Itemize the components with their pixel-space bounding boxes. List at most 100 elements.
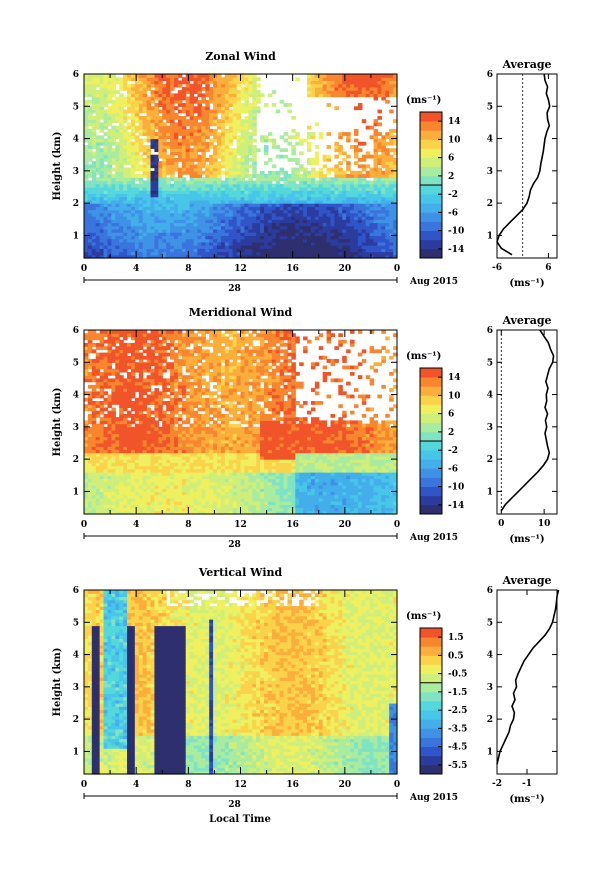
heatmap-cell [267,186,273,191]
heatmap-cell [217,196,222,201]
heatmap-cell [123,190,128,195]
heatmap-cell [134,112,140,117]
heatmap-cell [365,228,371,233]
heatmap-cell [217,245,222,249]
heatmap-cell [130,235,136,240]
heatmap-cell [326,193,332,198]
heatmap-cell [232,74,238,78]
heatmap-cell [385,212,390,217]
heatmap-cell [248,151,253,156]
heatmap-cell [295,167,300,172]
heatmap-cell [193,170,199,175]
heatmap-cell [283,238,289,243]
heatmap-cell [373,135,379,140]
heatmap-cell [267,248,273,253]
heatmap-cell [87,190,93,195]
heatmap-cell [236,248,242,253]
heatmap-cell [267,212,273,217]
heatmap-cell [142,93,148,98]
heatmap-cell [115,219,120,224]
heatmap-cell [267,174,273,178]
heatmap-cell [381,77,386,82]
heatmap-cell [193,141,199,146]
heatmap-cell [361,222,367,227]
heatmap-cell [170,222,175,227]
heatmap-cell [138,222,144,227]
heatmap-cell [232,99,238,104]
heatmap-cell [275,170,281,175]
heatmap-cell [138,167,144,172]
heatmap-cell [91,206,97,211]
heatmap-cell [248,135,253,140]
heatmap-cell [236,167,242,172]
heatmap-cell [377,186,382,191]
heatmap-cell [201,112,206,117]
heatmap-cell [357,180,363,185]
heatmap-cell [228,186,234,191]
heatmap-cell [381,190,386,195]
heatmap-cell [170,151,175,156]
heatmap-cell [334,232,339,237]
heatmap-cell [252,138,257,143]
heatmap-cell [91,164,97,169]
heatmap-cell [220,80,226,85]
heatmap-cell [209,164,214,169]
heatmap-cell [201,115,206,120]
heatmap-cell [209,219,214,224]
heatmap-cell [177,128,183,133]
heatmap-cell [130,77,136,82]
heatmap-cell [228,128,234,133]
heatmap-cell [322,232,328,237]
heatmap-cell [150,251,156,256]
heatmap-cell [134,125,140,130]
heatmap-cell [197,103,202,107]
heatmap-cell [365,196,371,201]
heatmap-cell [166,232,171,237]
heatmap-cell [361,219,367,224]
heatmap-cell [244,151,249,156]
heatmap-cell [115,157,120,162]
heatmap-cell [240,135,246,140]
heatmap-cell [115,80,120,85]
heatmap-cell [99,216,105,220]
heatmap-cell [162,167,167,172]
heatmap-cell [111,203,116,207]
heatmap-cell [181,148,187,153]
heatmap-cell [213,228,218,233]
heatmap-cell [373,157,379,162]
heatmap-cell [146,180,152,185]
heatmap-cell [318,251,324,256]
heatmap-cell [162,125,167,130]
heatmap-cell [185,99,191,104]
heatmap-cell [240,161,246,165]
heatmap-cell [240,216,246,220]
heatmap-cell [236,96,242,101]
heatmap-cell [271,186,277,191]
heatmap-cell [263,174,269,178]
heatmap-cell [189,161,195,165]
heatmap-cell [389,248,394,253]
heatmap-cell [189,225,195,230]
heatmap-cell [326,167,332,172]
heatmap-cell [346,238,351,243]
heatmap-cell [201,238,206,243]
heatmap-cell [162,190,167,195]
heatmap-cell [353,245,359,249]
heatmap-cell [346,245,351,249]
heatmap-cell [228,99,234,104]
heatmap-cell [158,115,163,120]
heatmap-cell [330,167,335,172]
heatmap-cell [350,245,355,249]
heatmap-cell [385,241,390,246]
heatmap-cell [142,128,148,133]
heatmap-cell [111,251,116,256]
heatmap-cell [275,186,281,191]
heatmap-cell [107,86,112,91]
heatmap-cell [228,225,234,230]
heatmap-cell [95,183,101,188]
heatmap-cell [127,151,132,156]
heatmap-cell [303,248,308,253]
heatmap-cell [127,154,132,159]
heatmap-cell [220,199,226,204]
heatmap-cell [217,212,222,217]
